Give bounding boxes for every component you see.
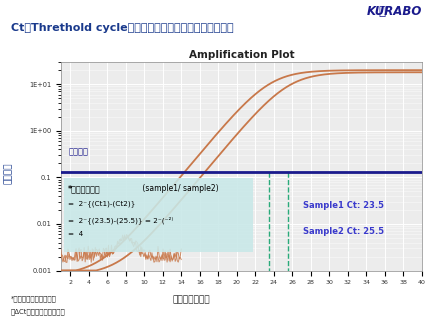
Text: KURABO: KURABO: [366, 5, 421, 18]
FancyBboxPatch shape: [63, 178, 253, 252]
Text: =  2⁻{(Ct1)-(Ct2)}: = 2⁻{(Ct1)-(Ct2)}: [68, 200, 135, 207]
Text: =  2⁻{(23.5)-(25.5)} = 2⁻(⁻²⁾: = 2⁻{(23.5)-(25.5)} = 2⁻(⁻²⁾: [68, 216, 173, 224]
Text: Sample2 Ct: 25.5: Sample2 Ct: 25.5: [303, 227, 384, 236]
Title: Amplification Plot: Amplification Plot: [188, 50, 293, 60]
Text: （ΔCt値）を使用します。: （ΔCt値）を使用します。: [11, 308, 66, 315]
Text: 反応サイクル数: 反応サイクル数: [172, 295, 210, 304]
Text: *遺伝子発現比: *遺伝子発現比: [68, 184, 101, 193]
Text: 螢光強度: 螢光強度: [3, 162, 12, 184]
Text: Ct（Threthold cycle）値による遙伝子発現レベルの解析: Ct（Threthold cycle）値による遙伝子発現レベルの解析: [11, 23, 233, 33]
Text: Sample1 Ct: 23.5: Sample1 Ct: 23.5: [303, 201, 384, 210]
Text: =  4: = 4: [68, 231, 83, 237]
Text: (sample1/ sample2): (sample1/ sample2): [139, 184, 218, 193]
Text: Ⓚ: Ⓚ: [377, 5, 384, 18]
Text: 螢光閖値: 螢光閖値: [68, 147, 88, 156]
Text: *実際は補正済みデータ: *実際は補正済みデータ: [11, 295, 56, 302]
